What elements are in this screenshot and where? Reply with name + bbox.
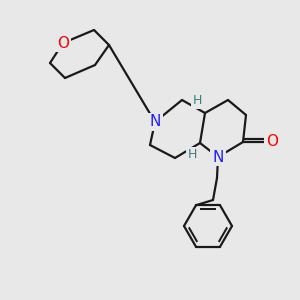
Text: H: H	[187, 148, 197, 161]
Text: O: O	[266, 134, 278, 149]
Text: H: H	[192, 94, 202, 107]
Text: N: N	[212, 149, 224, 164]
Text: N: N	[149, 115, 161, 130]
Text: O: O	[57, 35, 69, 50]
